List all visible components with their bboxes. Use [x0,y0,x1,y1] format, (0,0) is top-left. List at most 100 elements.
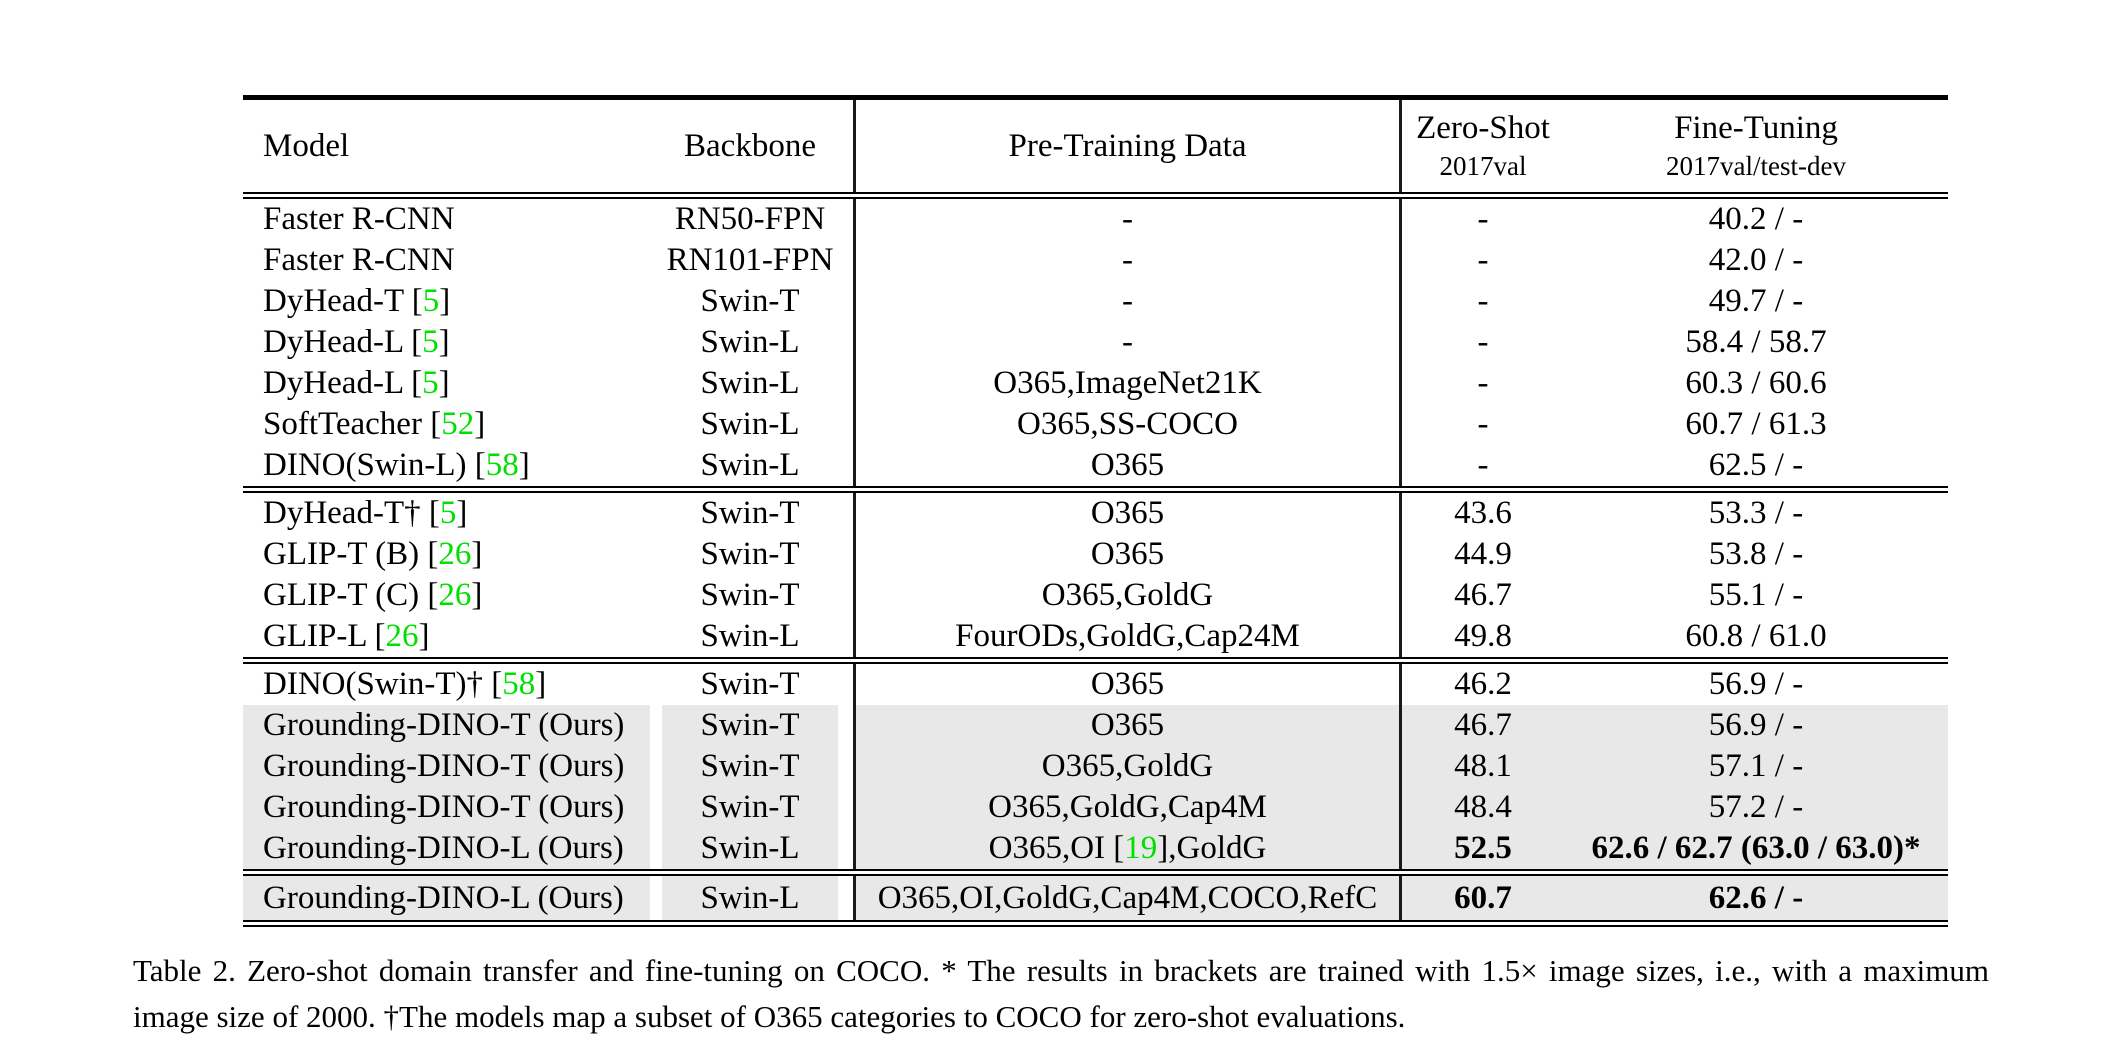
backbone-cell: Swin-L [662,828,838,869]
citation-link[interactable]: 26 [385,618,419,654]
column-gap [650,363,662,404]
column-separator [1399,199,1402,240]
table-block: DyHead-T† [5] Swin-T O365 43.6 53.3 / - GLIP-… [243,493,1948,657]
pretraining-data-cell: - [1122,283,1133,319]
zeroshot-value-cell: 48.1 [1402,746,1564,787]
backbone-cell: Swin-T [700,283,800,319]
col-header-backbone: Backbone [684,127,816,164]
table-row: DyHead-T [5] Swin-T - - 49.7 / - [243,281,1948,322]
citation-link[interactable]: 58 [485,447,519,483]
column-separator [853,404,856,445]
finetuning-value-cell: 62.6 / 62.7 (63.0 / 63.0)* [1564,828,1948,869]
backbone-cell: Swin-T [700,495,800,531]
zeroshot-value-cell: 46.7 [1402,705,1564,746]
column-separator [853,199,856,240]
column-separator [1399,876,1402,920]
backbone-cell: Swin-T [662,787,838,828]
finetuning-value-cell: 57.2 / - [1564,787,1948,828]
backbone-cell: Swin-T [700,536,800,572]
finetuning-value-cell: 62.5 / - [1708,447,1804,483]
backbone-cell: Swin-T [662,705,838,746]
zeroshot-value-cell: 52.5 [1402,828,1564,869]
column-separator [1399,493,1402,534]
finetuning-value-cell: 62.6 / - [1564,876,1948,920]
table-row: Grounding-DINO-L (Ours) Swin-L O365,OI [19… [243,828,1948,869]
column-gap [838,363,853,404]
table-row: Grounding-DINO-T (Ours) Swin-T O365,GoldG 4… [243,746,1948,787]
finetuning-value-cell: 60.7 / 61.3 [1685,406,1827,442]
citation-link[interactable]: 5 [422,324,439,360]
block-separator-rule [243,920,1948,927]
citation-link[interactable]: 5 [422,283,440,319]
citation-link[interactable]: 58 [502,666,536,702]
column-separator [1399,746,1402,787]
finetuning-value-cell: 56.9 / - [1564,705,1948,746]
column-separator [853,664,856,705]
column-separator [1399,787,1402,828]
zeroshot-value-cell: 48.4 [1402,787,1564,828]
column-gap [650,705,662,746]
column-gap [838,534,853,575]
column-separator [853,240,856,281]
model-cell: DyHead-T† [5] [263,495,468,531]
header-separator-rule [243,192,1948,199]
column-gap [838,445,853,486]
finetuning-value-cell: 58.4 / 58.7 [1685,324,1827,360]
column-separator [853,876,856,920]
column-gap [650,100,662,192]
citation-link[interactable]: 26 [438,536,472,572]
column-gap [838,616,853,657]
table-row: SoftTeacher [52] Swin-L O365,SS-COCO - 60.7 … [243,404,1948,445]
table-row: DyHead-L [5] Swin-L - - 58.4 / 58.7 [243,322,1948,363]
model-cell: DINO(Swin-T)† [58] [263,666,547,702]
citation-link[interactable]: 5 [439,495,457,531]
zeroshot-value-cell: - [1477,365,1489,401]
column-gap [650,404,662,445]
column-gap [650,322,662,363]
column-separator [1399,664,1402,705]
column-separator [853,493,856,534]
column-gap [838,322,853,363]
column-gap [650,746,662,787]
column-separator [1399,100,1402,192]
zeroshot-value-cell: - [1477,201,1489,237]
finetuning-value-cell: 57.1 / - [1564,746,1948,787]
citation-link[interactable]: 26 [438,577,472,613]
pretraining-data-cell: O365 [1090,536,1165,572]
table-row: GLIP-T (B) [26] Swin-T O365 44.9 53.8 / - [243,534,1948,575]
table-row: DINO(Swin-T)† [58] Swin-T O365 46.2 56.9 / - [243,664,1948,705]
model-cell: DyHead-L [5] [263,365,450,401]
model-cell: Grounding-DINO-T (Ours) [243,746,650,787]
table-row: GLIP-L [26] Swin-L FourODs,GoldG,Cap24M 49.… [243,616,1948,657]
table-row: Faster R-CNN RN50-FPN - - 40.2 / - [243,199,1948,240]
citation-link[interactable]: 52 [441,406,475,442]
model-cell: Faster R-CNN [263,242,455,278]
pretraining-data-cell: O365,SS-COCO [1017,406,1238,442]
column-separator [1399,363,1402,404]
zeroshot-subtitle: 2017val [1439,151,1527,181]
citation-link[interactable]: 19 [1124,830,1158,866]
model-cell: GLIP-T (C) [26] [263,577,483,613]
column-gap [650,445,662,486]
column-separator [853,705,856,746]
finetuning-title: Fine-Tuning [1674,110,1838,146]
column-separator [853,445,856,486]
pretraining-data-cell: O365,ImageNet21K [993,365,1262,401]
pretraining-data-cell: O365 [1090,495,1165,531]
column-separator [853,828,856,869]
col-header-finetuning: Fine-Tuning 2017val/test-dev [1564,100,1948,192]
column-separator [853,787,856,828]
column-gap [838,100,853,192]
column-gap [838,240,853,281]
table-block: Grounding-DINO-L (Ours) Swin-L O365,OI,Gol… [243,876,1948,920]
citation-link[interactable]: 5 [422,365,439,401]
column-separator [1399,240,1402,281]
column-separator [1399,322,1402,363]
model-cell: Faster R-CNN [263,201,455,237]
table-row: Grounding-DINO-T (Ours) Swin-T O365 46.7 56.… [243,705,1948,746]
col-header-zeroshot: Zero-Shot 2017val [1402,100,1564,192]
column-gap [650,534,662,575]
zeroshot-value-cell: 46.2 [1454,666,1512,702]
column-gap [650,281,662,322]
